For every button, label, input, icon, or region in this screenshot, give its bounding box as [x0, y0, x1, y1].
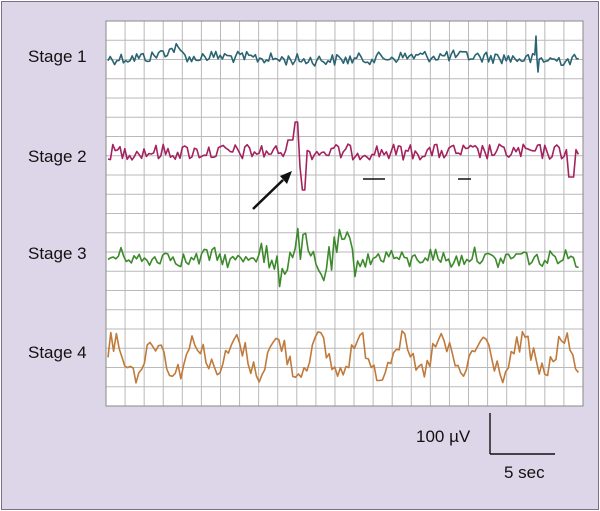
stage-3-trace	[107, 227, 579, 288]
stage-1-label: Stage 1	[28, 47, 87, 66]
k-complex-arrow	[252, 179, 284, 210]
grid-border	[105, 20, 584, 407]
stage-1-trace	[107, 35, 579, 73]
stage-4-label: Stage 4	[28, 343, 87, 362]
amplitude-scale-label: 100 µV	[416, 427, 471, 446]
stage-4-trace	[107, 330, 580, 384]
stage-3-label: Stage 3	[28, 244, 87, 263]
grid-lines	[105, 20, 584, 407]
time-scale-label: 5 sec	[504, 463, 545, 482]
stage-2-label: Stage 2	[28, 147, 87, 166]
arrow-head-icon	[280, 171, 292, 184]
stage-2-trace	[107, 121, 580, 191]
